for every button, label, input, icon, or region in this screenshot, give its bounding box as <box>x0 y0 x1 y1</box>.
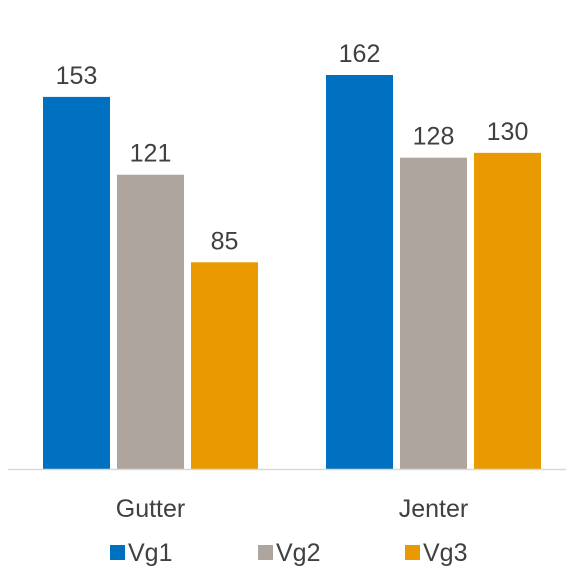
legend-swatch-vg1 <box>110 545 125 560</box>
legend-swatch-vg3 <box>405 545 420 560</box>
value-label-gutter-vg2: 121 <box>130 140 172 168</box>
legend-label-vg2: Vg2 <box>276 539 320 567</box>
legend-label-vg1: Vg1 <box>128 539 172 567</box>
legend: Vg1 Vg2 Vg3 <box>110 539 467 567</box>
bars-layer <box>43 75 541 469</box>
bar-jenter-vg2 <box>400 158 467 469</box>
value-label-gutter-vg1: 153 <box>56 62 98 90</box>
bar-gutter-vg1 <box>43 97 110 469</box>
bar-jenter-vg1 <box>326 75 393 469</box>
value-label-jenter-vg3: 130 <box>487 118 529 146</box>
bar-gutter-vg3 <box>191 262 258 469</box>
category-labels-layer: Gutter Jenter <box>116 495 468 523</box>
legend-swatch-vg2 <box>258 545 273 560</box>
value-label-gutter-vg3: 85 <box>211 227 239 255</box>
value-label-jenter-vg1: 162 <box>339 40 381 68</box>
category-label-jenter: Jenter <box>399 495 468 523</box>
value-label-jenter-vg2: 128 <box>413 123 455 151</box>
bar-jenter-vg3 <box>474 153 541 469</box>
legend-label-vg3: Vg3 <box>423 539 467 567</box>
category-label-gutter: Gutter <box>116 495 185 523</box>
bar-gutter-vg2 <box>117 175 184 469</box>
